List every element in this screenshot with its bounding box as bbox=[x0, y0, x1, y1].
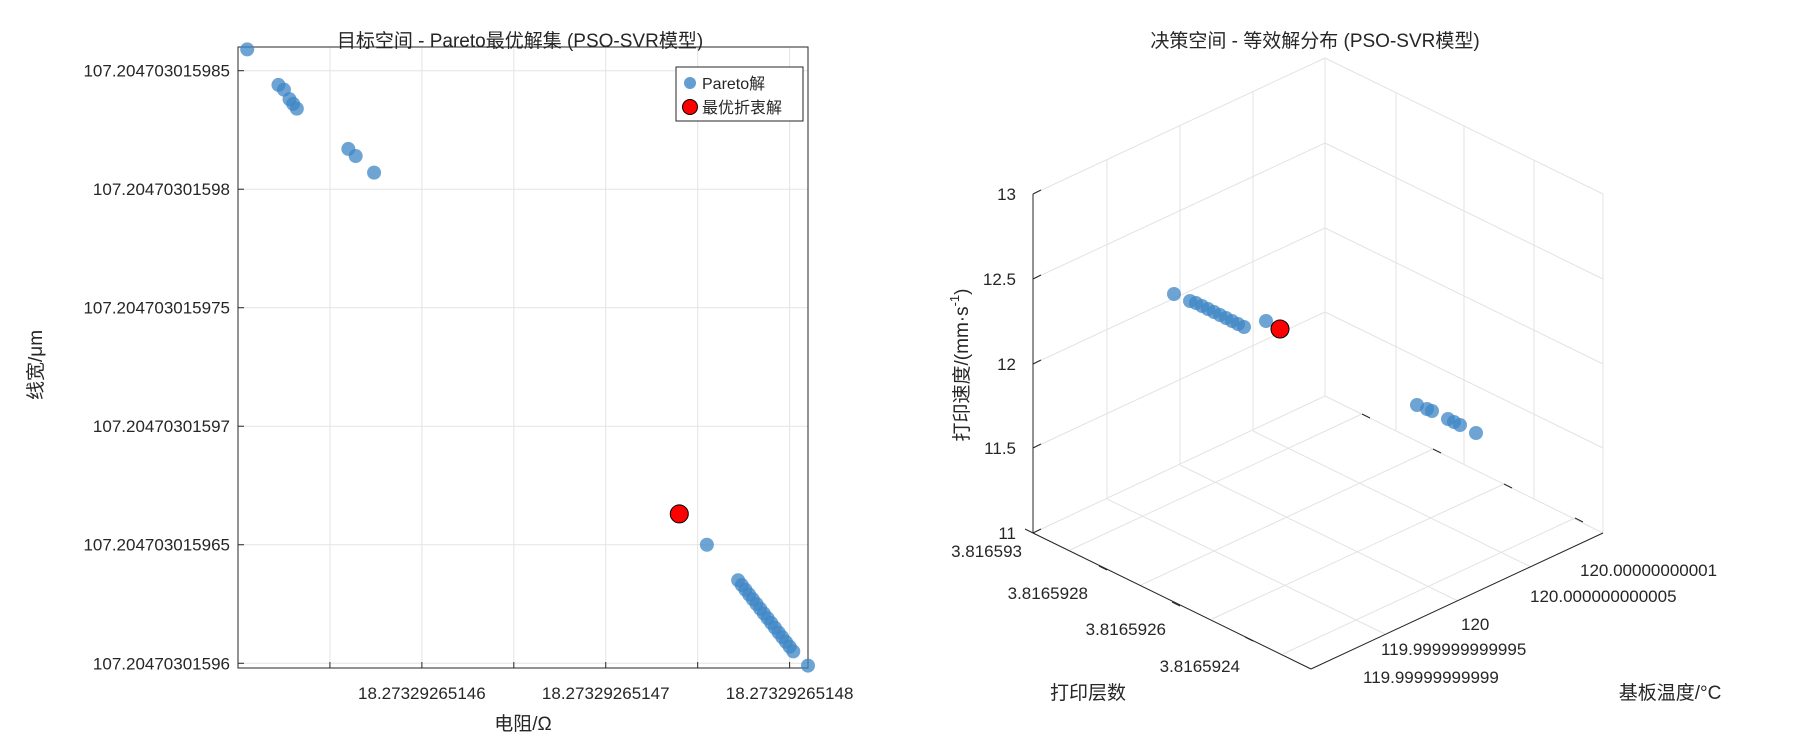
y-tick-2: 120 bbox=[1461, 615, 1489, 634]
z-tick-12: 12 bbox=[997, 355, 1016, 374]
left-y-tick-label: 107.20470301598 bbox=[93, 180, 230, 199]
pareto-point bbox=[367, 165, 382, 180]
left-y-tick-label: 107.20470301596 bbox=[93, 654, 230, 673]
left-y-axis-label: 线宽/μm bbox=[25, 330, 47, 400]
left-x-ticks: 18.27329265146 18.27329265147 18.273292651… bbox=[329, 662, 854, 703]
pareto-point bbox=[699, 537, 714, 552]
legend-optimal-marker bbox=[682, 99, 698, 115]
pareto-point bbox=[289, 101, 304, 116]
left-grid bbox=[238, 47, 808, 668]
right-x-ticks: 3.816593 3.8165928 3.8165926 3.8165924 bbox=[951, 528, 1254, 676]
x-tick-0: 3.816593 bbox=[951, 542, 1022, 561]
point bbox=[1167, 287, 1181, 301]
right-data-points bbox=[1167, 287, 1483, 440]
right-3d-grid bbox=[1032, 57, 1604, 670]
point bbox=[1237, 320, 1251, 334]
right-z-axis-label-superscript: -1 bbox=[947, 295, 962, 307]
left-chart-title: 目标空间 - Pareto最优解集 (PSO-SVR模型) bbox=[337, 30, 703, 52]
left-data-points bbox=[240, 42, 815, 673]
left-y-tick-label: 107.204703015965 bbox=[83, 536, 230, 555]
legend-box bbox=[675, 66, 804, 122]
right-chart-title: 决策空间 - 等效解分布 (PSO-SVR模型) bbox=[1150, 30, 1479, 52]
y-tick-0: 120.00000000001 bbox=[1580, 561, 1717, 580]
right-z-axis-label-main: 打印速度/(mm·s bbox=[951, 306, 973, 441]
right-3d-axes bbox=[1032, 194, 1604, 670]
pareto-objective-space-chart: 目标空间 - Pareto最优解集 (PSO-SVR模型) 18.2732926… bbox=[25, 30, 853, 735]
pareto-point bbox=[786, 644, 801, 659]
point bbox=[1259, 314, 1273, 328]
decision-space-3d-chart: 决策空间 - 等效解分布 (PSO-SVR模型) bbox=[947, 30, 1721, 704]
right-y-axis-label: 基板温度/°C bbox=[1619, 682, 1722, 704]
right-y-ticks: 120.00000000001 120.000000000005 120 119… bbox=[1361, 413, 1717, 687]
left-x-tick-label: 18.27329265148 bbox=[726, 684, 854, 703]
right-z-axis-label: 打印速度/(mm·s-1) bbox=[947, 289, 973, 442]
point bbox=[1469, 426, 1483, 440]
left-x-tick-label: 18.27329265146 bbox=[358, 684, 486, 703]
z-tick-11-5: 11.5 bbox=[984, 439, 1016, 458]
left-y-tick-label: 107.204703015975 bbox=[83, 299, 230, 318]
left-y-tick-label: 107.20470301597 bbox=[93, 417, 230, 436]
right-z-axis-label-close: ) bbox=[952, 289, 973, 295]
pareto-point bbox=[801, 658, 815, 673]
left-y-tick-label: 107.204703015985 bbox=[83, 62, 230, 81]
legend-optimal-label: 最优折衷解 bbox=[702, 99, 782, 117]
pareto-point bbox=[348, 149, 363, 164]
legend-pareto-marker bbox=[684, 77, 696, 89]
right-z-ticks: 13 12.5 12 11.5 11 bbox=[983, 185, 1042, 543]
z-tick-13: 13 bbox=[997, 185, 1016, 204]
x-tick-3: 3.8165924 bbox=[1160, 657, 1240, 676]
left-legend: Pareto解 最优折衷解 bbox=[675, 66, 804, 122]
x-tick-1: 3.8165928 bbox=[1008, 584, 1088, 603]
left-plot-frame bbox=[237, 46, 809, 669]
left-x-axis-label: 电阻/Ω bbox=[494, 713, 551, 735]
y-tick-1: 120.000000000005 bbox=[1530, 587, 1677, 606]
y-tick-4: 119.99999999999 bbox=[1363, 668, 1499, 687]
point bbox=[1453, 418, 1467, 432]
z-tick-11: 11 bbox=[998, 524, 1016, 543]
point bbox=[1425, 404, 1439, 418]
optimal-point bbox=[669, 504, 689, 524]
y-tick-3: 119.999999999995 bbox=[1381, 640, 1526, 659]
legend-pareto-label: Pareto解 bbox=[702, 75, 765, 93]
pareto-point bbox=[240, 42, 255, 57]
left-x-tick-label: 18.27329265147 bbox=[542, 684, 670, 703]
z-tick-12-5: 12.5 bbox=[983, 270, 1016, 289]
right-x-axis-label: 打印层数 bbox=[1050, 682, 1126, 704]
x-tick-2: 3.8165926 bbox=[1086, 620, 1166, 639]
optimal-point bbox=[1270, 319, 1290, 339]
left-y-ticks: 107.20470301596 107.204703015965 107.20470… bbox=[83, 62, 244, 673]
